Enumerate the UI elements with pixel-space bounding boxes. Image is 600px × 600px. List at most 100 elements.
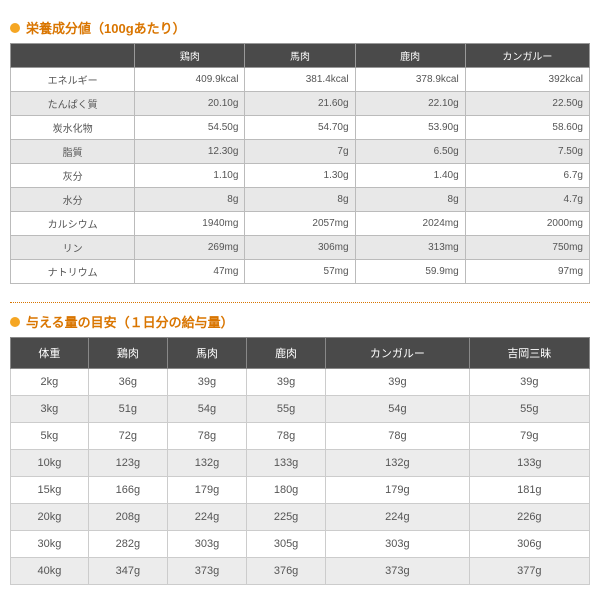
cell: 1.10g bbox=[135, 164, 245, 188]
cell: 57mg bbox=[245, 260, 355, 284]
row-label: 脂質 bbox=[11, 140, 135, 164]
cell: 282g bbox=[88, 531, 167, 558]
table-row: 15kg166g179g180g179g181g bbox=[11, 477, 590, 504]
cell: 12.30g bbox=[135, 140, 245, 164]
cell: 22.10g bbox=[355, 92, 465, 116]
cell: 79g bbox=[469, 423, 589, 450]
cell: 226g bbox=[469, 504, 589, 531]
row-label: 2kg bbox=[11, 369, 89, 396]
row-label: 炭水化物 bbox=[11, 116, 135, 140]
cell: 208g bbox=[88, 504, 167, 531]
cell: 54.70g bbox=[245, 116, 355, 140]
cell: 373g bbox=[167, 558, 246, 585]
row-label: ナトリウム bbox=[11, 260, 135, 284]
feeding-title: 与える量の目安（１日分の給与量） bbox=[10, 312, 590, 331]
nutrition-table: 鶏肉馬肉鹿肉カンガルー エネルギー409.9kcal381.4kcal378.9… bbox=[10, 43, 590, 284]
cell: 306g bbox=[469, 531, 589, 558]
cell: 1.40g bbox=[355, 164, 465, 188]
cell: 22.50g bbox=[465, 92, 589, 116]
feeding-table: 体重鶏肉馬肉鹿肉カンガルー吉岡三昧 2kg36g39g39g39g39g3kg5… bbox=[10, 337, 590, 585]
divider bbox=[10, 302, 590, 304]
column-header: 馬肉 bbox=[245, 44, 355, 68]
row-label: 10kg bbox=[11, 450, 89, 477]
column-header: 鶏肉 bbox=[135, 44, 245, 68]
cell: 39g bbox=[326, 369, 470, 396]
cell: 7.50g bbox=[465, 140, 589, 164]
row-label: 40kg bbox=[11, 558, 89, 585]
cell: 39g bbox=[469, 369, 589, 396]
cell: 20.10g bbox=[135, 92, 245, 116]
table-row: エネルギー409.9kcal381.4kcal378.9kcal392kcal bbox=[11, 68, 590, 92]
row-label: 3kg bbox=[11, 396, 89, 423]
cell: 306mg bbox=[245, 236, 355, 260]
cell: 133g bbox=[247, 450, 326, 477]
cell: 72g bbox=[88, 423, 167, 450]
cell: 2024mg bbox=[355, 212, 465, 236]
cell: 132g bbox=[167, 450, 246, 477]
cell: 303g bbox=[167, 531, 246, 558]
column-header: 馬肉 bbox=[167, 338, 246, 369]
cell: 8g bbox=[135, 188, 245, 212]
cell: 123g bbox=[88, 450, 167, 477]
cell: 58.60g bbox=[465, 116, 589, 140]
cell: 54g bbox=[167, 396, 246, 423]
row-label: たんぱく質 bbox=[11, 92, 135, 116]
table-row: リン269mg306mg313mg750mg bbox=[11, 236, 590, 260]
cell: 78g bbox=[247, 423, 326, 450]
table-row: 水分8g8g8g4.7g bbox=[11, 188, 590, 212]
cell: 7g bbox=[245, 140, 355, 164]
cell: 269mg bbox=[135, 236, 245, 260]
row-label: 5kg bbox=[11, 423, 89, 450]
column-header: カンガルー bbox=[465, 44, 589, 68]
row-label: リン bbox=[11, 236, 135, 260]
cell: 6.50g bbox=[355, 140, 465, 164]
cell: 1940mg bbox=[135, 212, 245, 236]
cell: 55g bbox=[247, 396, 326, 423]
cell: 303g bbox=[326, 531, 470, 558]
cell: 53.90g bbox=[355, 116, 465, 140]
table-row: たんぱく質20.10g21.60g22.10g22.50g bbox=[11, 92, 590, 116]
cell: 750mg bbox=[465, 236, 589, 260]
cell: 224g bbox=[167, 504, 246, 531]
cell: 54g bbox=[326, 396, 470, 423]
cell: 97mg bbox=[465, 260, 589, 284]
cell: 225g bbox=[247, 504, 326, 531]
cell: 224g bbox=[326, 504, 470, 531]
cell: 181g bbox=[469, 477, 589, 504]
table-row: 10kg123g132g133g132g133g bbox=[11, 450, 590, 477]
cell: 392kcal bbox=[465, 68, 589, 92]
cell: 54.50g bbox=[135, 116, 245, 140]
row-label: カルシウム bbox=[11, 212, 135, 236]
column-header: 鶏肉 bbox=[88, 338, 167, 369]
column-header bbox=[11, 44, 135, 68]
cell: 132g bbox=[326, 450, 470, 477]
cell: 179g bbox=[167, 477, 246, 504]
cell: 313mg bbox=[355, 236, 465, 260]
row-label: 灰分 bbox=[11, 164, 135, 188]
cell: 166g bbox=[88, 477, 167, 504]
cell: 55g bbox=[469, 396, 589, 423]
cell: 179g bbox=[326, 477, 470, 504]
cell: 6.7g bbox=[465, 164, 589, 188]
cell: 39g bbox=[247, 369, 326, 396]
row-label: 20kg bbox=[11, 504, 89, 531]
table-row: 5kg72g78g78g78g79g bbox=[11, 423, 590, 450]
table-row: 脂質12.30g7g6.50g7.50g bbox=[11, 140, 590, 164]
cell: 59.9mg bbox=[355, 260, 465, 284]
cell: 51g bbox=[88, 396, 167, 423]
cell: 1.30g bbox=[245, 164, 355, 188]
cell: 78g bbox=[167, 423, 246, 450]
cell: 377g bbox=[469, 558, 589, 585]
column-header: 鹿肉 bbox=[247, 338, 326, 369]
cell: 21.60g bbox=[245, 92, 355, 116]
table-row: 30kg282g303g305g303g306g bbox=[11, 531, 590, 558]
table-row: 20kg208g224g225g224g226g bbox=[11, 504, 590, 531]
nutrition-title-text: 栄養成分値（100gあたり） bbox=[26, 18, 186, 37]
table-row: 3kg51g54g55g54g55g bbox=[11, 396, 590, 423]
column-header: 吉岡三昧 bbox=[469, 338, 589, 369]
cell: 381.4kcal bbox=[245, 68, 355, 92]
row-label: エネルギー bbox=[11, 68, 135, 92]
cell: 373g bbox=[326, 558, 470, 585]
feeding-title-text: 与える量の目安（１日分の給与量） bbox=[26, 312, 234, 331]
cell: 378.9kcal bbox=[355, 68, 465, 92]
